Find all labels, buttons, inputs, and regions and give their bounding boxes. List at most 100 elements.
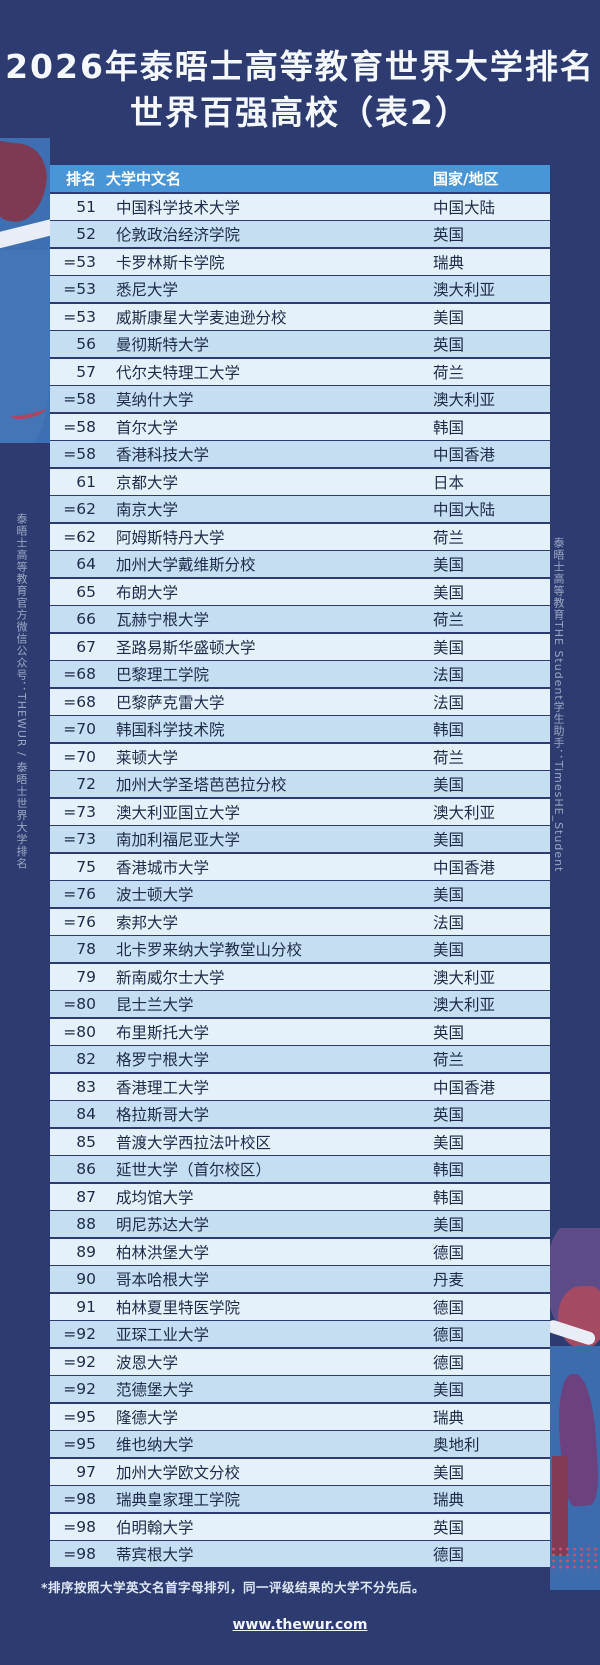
- table-row: =80 布里斯托大学 英国: [50, 1018, 550, 1045]
- table-row: =95 维也纳大学 奥地利: [50, 1431, 550, 1457]
- country-cell: 美国: [433, 1463, 465, 1482]
- country-cell: 荷兰: [433, 528, 465, 547]
- table-row: 79 新南威尔士大学 澳大利亚: [50, 963, 550, 990]
- country-cell: 瑞典: [433, 1408, 465, 1427]
- university-name-cell: 普渡大学西拉法叶校区: [116, 1133, 272, 1152]
- poster-title: 2026年泰晤士高等教育世界大学排名 世界百强高校（表2）: [0, 44, 600, 136]
- university-name-cell: 京都大学: [116, 473, 179, 492]
- table-row: 78 北卡罗来纳大学教堂山分校 美国: [50, 936, 550, 962]
- university-name-cell: 加州大学圣塔芭芭拉分校: [116, 776, 287, 794]
- poster-title-line2: 世界百强高校（表2）: [130, 93, 470, 132]
- university-name-cell: 加州大学欧文分校: [116, 1463, 241, 1482]
- rank-cell: 83: [76, 1077, 96, 1096]
- country-cell: 澳大利亚: [433, 996, 496, 1014]
- university-name-cell: 澳大利亚国立大学: [116, 803, 241, 822]
- university-name-cell: 波士顿大学: [116, 886, 194, 904]
- country-cell: 德国: [433, 1546, 465, 1564]
- table-row: =53 威斯康星大学麦迪逊分校 美国: [50, 303, 550, 330]
- country-cell: 美国: [433, 308, 465, 327]
- rank-cell: 64: [76, 555, 96, 573]
- rank-cell: 67: [76, 637, 96, 656]
- decor-left-illustration: [0, 138, 50, 443]
- university-name-cell: 卡罗林斯卡学院: [116, 253, 225, 272]
- university-name-cell: 香港科技大学: [116, 446, 210, 464]
- rank-cell: 61: [76, 472, 96, 491]
- university-name-cell: 中国科学技术大学: [116, 198, 241, 217]
- table-row: 89 柏林洪堡大学 德国: [50, 1238, 550, 1265]
- university-name-cell: 哥本哈根大学: [116, 1271, 210, 1289]
- country-cell: 美国: [433, 941, 465, 959]
- university-name-cell: 北卡罗来纳大学教堂山分校: [116, 941, 303, 959]
- country-cell: 德国: [433, 1243, 465, 1262]
- country-cell: 美国: [433, 1381, 465, 1399]
- table-row: =98 瑞典皇家理工学院 瑞典: [50, 1486, 550, 1512]
- rank-cell: 97: [76, 1462, 96, 1481]
- university-name-cell: 曼彻斯特大学: [116, 336, 210, 354]
- table-row: =80 昆士兰大学 澳大利亚: [50, 991, 550, 1017]
- rank-cell: =53: [63, 252, 96, 271]
- country-cell: 美国: [433, 831, 465, 849]
- university-name-cell: 伯明翰大学: [116, 1518, 194, 1537]
- decor-white-swoosh: [0, 217, 50, 251]
- university-name-cell: 布里斯托大学: [116, 1023, 210, 1042]
- table-row: 75 香港城市大学 中国香港: [50, 853, 550, 880]
- country-cell: 美国: [433, 1133, 465, 1152]
- university-name-cell: 香港城市大学: [116, 858, 210, 877]
- university-name-cell: 巴黎理工学院: [116, 666, 210, 684]
- table-row: =73 澳大利亚国立大学 澳大利亚: [50, 798, 550, 825]
- website-link[interactable]: www.thewur.com: [232, 1617, 368, 1633]
- country-cell: 法国: [433, 693, 465, 712]
- table-row: =76 索邦大学 法国: [50, 908, 550, 935]
- table-row: 52 伦敦政治经济学院 英国: [50, 221, 550, 247]
- rank-cell: 56: [76, 335, 96, 353]
- table-row: =95 隆德大学 瑞典: [50, 1403, 550, 1430]
- rank-cell: =70: [63, 720, 96, 738]
- country-cell: 美国: [433, 776, 465, 794]
- country-cell: 韩国: [433, 1188, 465, 1207]
- country-cell: 荷兰: [433, 363, 465, 382]
- rank-cell: =92: [63, 1380, 96, 1398]
- country-cell: 英国: [433, 336, 465, 354]
- rank-cell: =53: [63, 280, 96, 298]
- university-name-cell: 威斯康星大学麦迪逊分校: [116, 308, 287, 327]
- table-row: =68 巴黎萨克雷大学 法国: [50, 688, 550, 715]
- university-name-cell: 伦敦政治经济学院: [116, 226, 241, 244]
- country-cell: 澳大利亚: [433, 803, 496, 822]
- university-name-cell: 南加利福尼亚大学: [116, 831, 241, 849]
- rank-cell: 89: [76, 1242, 96, 1261]
- rank-cell: 57: [76, 362, 96, 381]
- table-row: =58 首尔大学 韩国: [50, 413, 550, 440]
- student-watermark-right: 泰晤士高等教育THE Student学生助手：TimesHE_Student: [552, 537, 565, 873]
- country-cell: 美国: [433, 1216, 465, 1234]
- rank-cell: 87: [76, 1187, 96, 1206]
- university-name-cell: 范德堡大学: [116, 1381, 194, 1399]
- country-cell: 美国: [433, 886, 465, 904]
- rank-cell: 84: [76, 1105, 96, 1123]
- country-cell: 英国: [433, 1106, 465, 1124]
- decor-right-illustration: [550, 1228, 600, 1590]
- decor-maroon-blob: [0, 140, 50, 226]
- table-row: =53 卡罗林斯卡学院 瑞典: [50, 248, 550, 275]
- table-row: =98 伯明翰大学 英国: [50, 1513, 550, 1540]
- rank-cell: 65: [76, 582, 96, 601]
- table-row: =70 韩国科学技术院 韩国: [50, 716, 550, 742]
- rank-cell: 66: [76, 610, 96, 628]
- university-name-cell: 莱顿大学: [116, 748, 179, 767]
- rank-cell: =98: [63, 1517, 96, 1536]
- table-row: =76 波士顿大学 美国: [50, 881, 550, 907]
- table-row: 64 加州大学戴维斯分校 美国: [50, 551, 550, 577]
- table-row: =92 亚琛工业大学 德国: [50, 1321, 550, 1347]
- country-cell: 荷兰: [433, 748, 465, 767]
- table-row: 87 成均馆大学 韩国: [50, 1183, 550, 1210]
- rank-cell: =95: [63, 1435, 96, 1453]
- header-name: 大学中文名: [106, 170, 182, 188]
- table-row: 82 格罗宁根大学 荷兰: [50, 1046, 550, 1072]
- rank-cell: 72: [76, 775, 96, 793]
- country-cell: 瑞典: [433, 1491, 465, 1509]
- table-row: 91 柏林夏里特医学院 德国: [50, 1293, 550, 1320]
- country-cell: 美国: [433, 556, 465, 574]
- decor-building-silhouette: [552, 1456, 568, 1556]
- table-row: 56 曼彻斯特大学 英国: [50, 331, 550, 357]
- rank-cell: 91: [76, 1297, 96, 1316]
